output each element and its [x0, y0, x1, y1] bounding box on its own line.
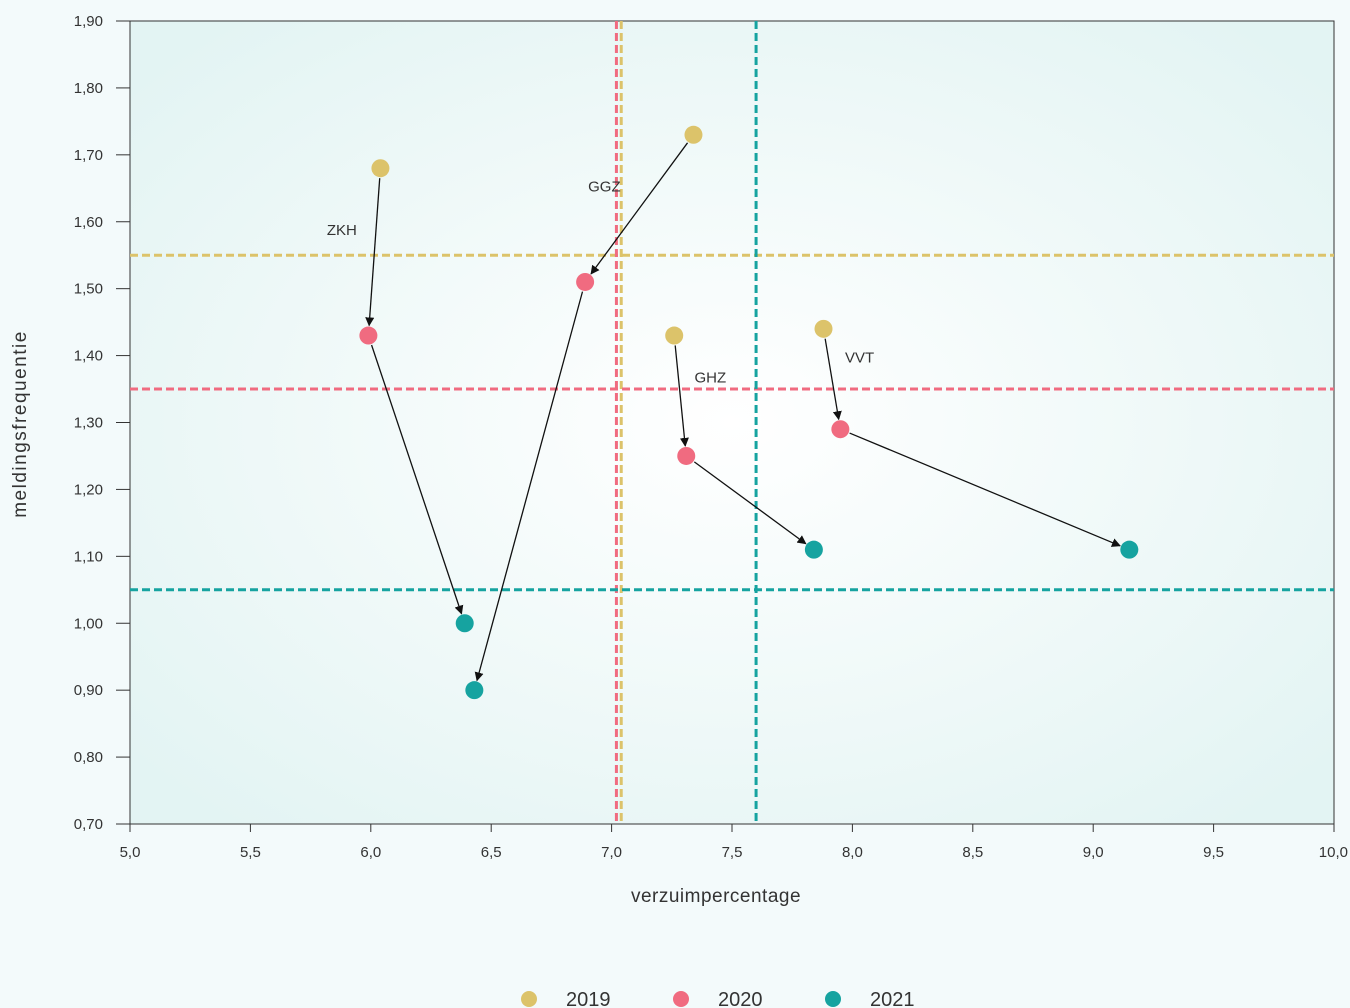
- x-tick-label: 9,0: [1083, 844, 1104, 861]
- arrow-vvt-2019-2020: [824, 338, 842, 421]
- point-ggz-2019: [684, 125, 703, 144]
- plot-area: [129, 20, 1335, 825]
- legend-label-2021: 2021: [870, 989, 915, 1008]
- arrow-zkh-2020-2021: [370, 344, 464, 615]
- x-tick-label: 7,5: [722, 844, 743, 861]
- point-ghz-2020: [677, 446, 696, 465]
- y-tick-label: 1,60: [74, 214, 103, 231]
- x-tick-label: 7,0: [601, 844, 622, 861]
- point-ghz-2021: [804, 540, 823, 559]
- point-vvt-2021: [1120, 540, 1139, 559]
- reference-lines: [130, 21, 1334, 824]
- point-ggz-2021: [465, 681, 484, 700]
- x-tick-label: 6,5: [481, 844, 502, 861]
- y-tick-label: 1,90: [74, 13, 103, 30]
- y-tick-label: 1,30: [74, 415, 103, 432]
- legend-marker-2020: [673, 991, 689, 1007]
- annotation-ghz: GHZ: [694, 369, 726, 386]
- x-tick-label: 6,0: [360, 844, 381, 861]
- y-tick-label: 1,10: [74, 548, 103, 565]
- arrow-ghz-2020-2021: [693, 461, 807, 545]
- x-tick-label: 9,5: [1203, 844, 1224, 861]
- point-ghz-2019: [665, 326, 684, 345]
- annotation-zkh: ZKH: [327, 222, 357, 239]
- point-vvt-2020: [831, 420, 850, 439]
- annotation-ggz: GGZ: [588, 179, 621, 196]
- arrow-ggz-2019-2020: [590, 142, 689, 275]
- y-tick-label: 1,70: [74, 147, 103, 164]
- legend-marker-2019: [521, 991, 537, 1007]
- point-zkh-2020: [359, 326, 378, 345]
- point-zkh-2021: [455, 614, 474, 633]
- legend: 2019 2020 2021: [521, 989, 915, 1008]
- arrow-ghz-2019-2020: [674, 345, 689, 447]
- annotations: ZKH GGZ GHZ VVT: [327, 179, 874, 387]
- x-axis: 5,0 5,5 6,0 6,5 7,0 7,5 8,0 8,5 9,0 9,5 10,0: [120, 824, 1348, 861]
- x-tick-label: 8,5: [962, 844, 983, 861]
- x-tick-label: 8,0: [842, 844, 863, 861]
- y-axis-label: meldingsfrequentie: [10, 330, 31, 518]
- data-points: [359, 125, 1139, 700]
- y-tick-label: 0,80: [74, 749, 103, 766]
- y-tick-label: 1,80: [74, 80, 103, 97]
- x-tick-label: 5,0: [120, 844, 141, 861]
- annotation-vvt: VVT: [845, 349, 874, 366]
- y-axis: 0,70 0,80 0,90 1,00 1,10 1,20 1,30 1,40 1,50 1,60…: [74, 13, 130, 833]
- y-tick-label: 0,90: [74, 682, 103, 699]
- y-tick-label: 1,40: [74, 348, 103, 365]
- arrows: [365, 142, 1121, 682]
- legend-label-2019: 2019: [566, 989, 611, 1008]
- y-tick-label: 0,70: [74, 816, 103, 833]
- x-axis-label: verzuimpercentage: [631, 886, 801, 907]
- x-tick-label: 5,5: [240, 844, 261, 861]
- arrow-ggz-2020-2021: [474, 291, 584, 682]
- point-vvt-2019: [814, 319, 833, 338]
- y-tick-label: 1,20: [74, 481, 103, 498]
- arrow-vvt-2020-2021: [849, 432, 1121, 547]
- y-tick-label: 1,50: [74, 281, 103, 298]
- x-tick-label: 10,0: [1319, 844, 1348, 861]
- arrow-zkh-2019-2020: [365, 178, 381, 327]
- y-tick-label: 1,00: [74, 615, 103, 632]
- point-zkh-2019: [371, 159, 390, 178]
- point-ggz-2020: [576, 272, 595, 291]
- legend-marker-2021: [825, 991, 841, 1007]
- legend-label-2020: 2020: [718, 989, 763, 1008]
